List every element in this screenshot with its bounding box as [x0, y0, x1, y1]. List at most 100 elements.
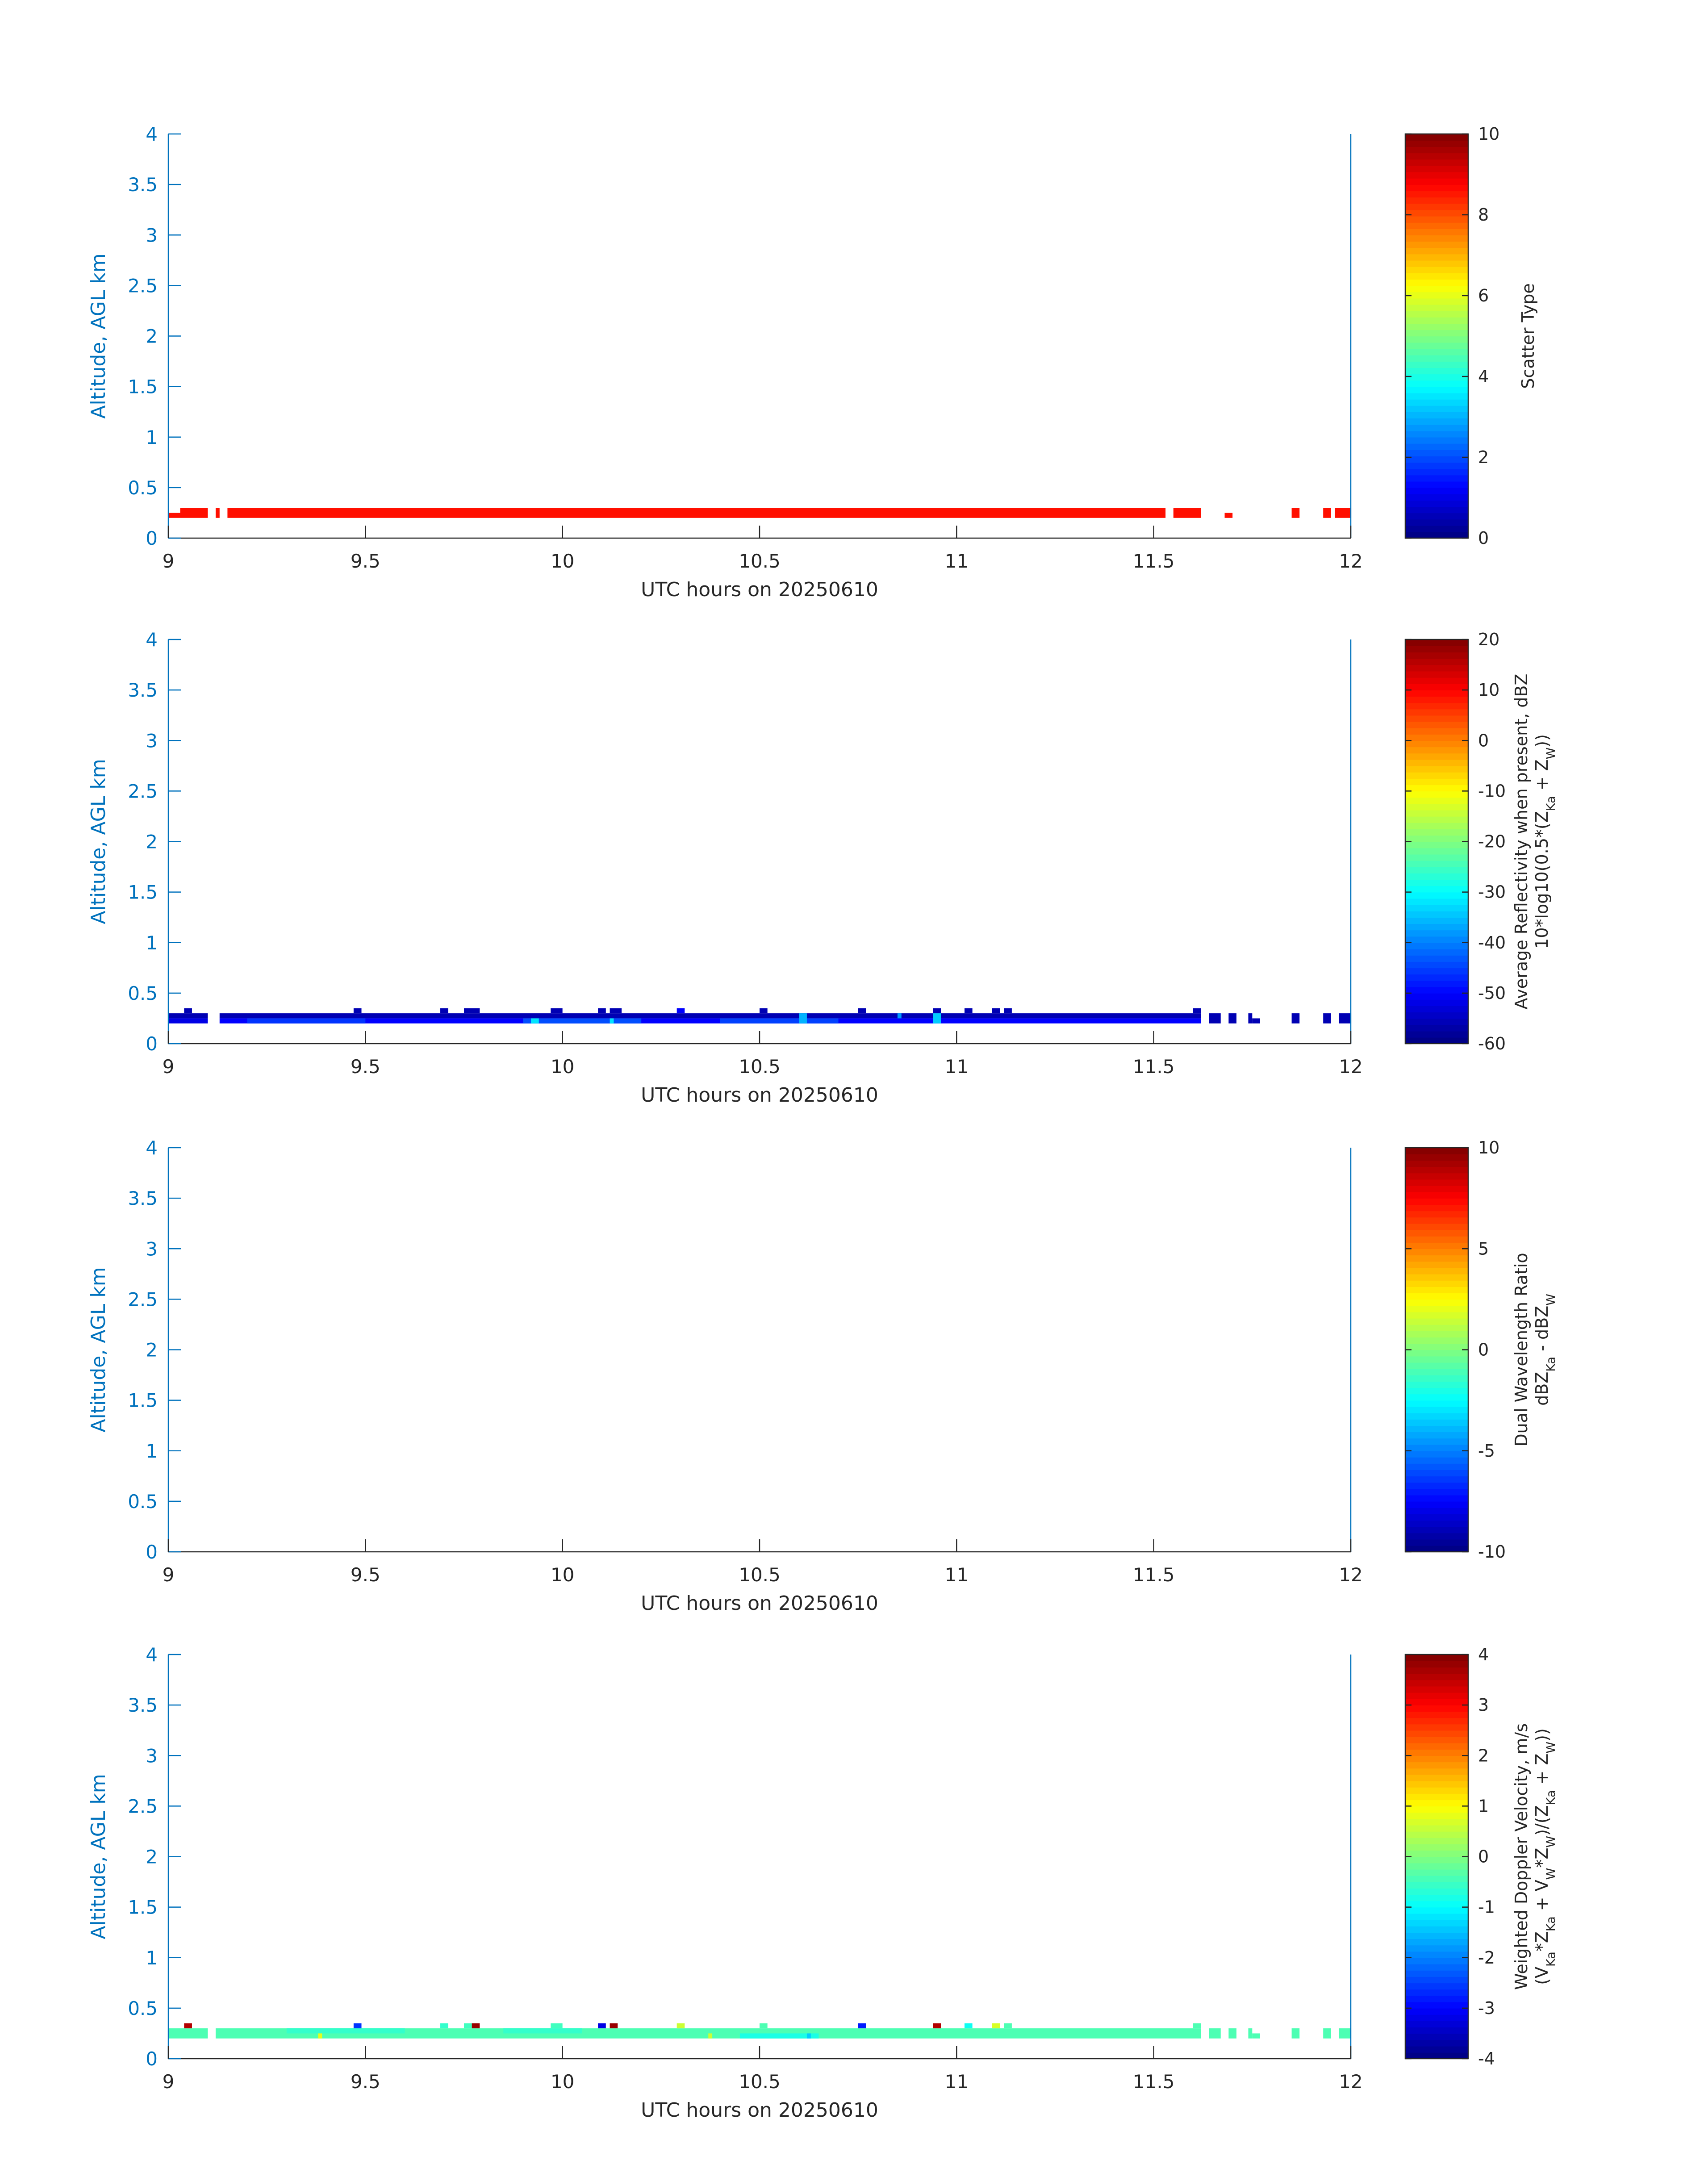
colorbar-swatch [1405, 247, 1468, 255]
colorbar-swatch [1405, 1457, 1468, 1464]
colorbar-swatch [1405, 848, 1468, 855]
colorbar-swatch [1405, 765, 1468, 773]
colorbar-swatch [1405, 999, 1468, 1006]
heatmap-cells [168, 508, 1351, 518]
colorbar-swatch [1405, 481, 1468, 488]
heatmap-cell-23 [1193, 2023, 1201, 2029]
colorbar-swatch [1405, 468, 1468, 476]
colorbar-swatch [1405, 1419, 1468, 1426]
colorbar-swatch [1405, 1482, 1468, 1489]
heatmap-cell-0 [168, 1013, 208, 1019]
colorbar-swatch [1405, 1018, 1468, 1025]
colorbar-swatch [1405, 1932, 1468, 1939]
heatmap-cell-26 [1248, 2028, 1253, 2039]
heatmap-cell-8 [184, 2023, 192, 2029]
heatmap-cell-10 [440, 2023, 448, 2029]
y-tick-label: 3.5 [128, 679, 158, 701]
colorbar-swatch [1405, 879, 1468, 886]
colorbar-swatch [1405, 1185, 1468, 1192]
heatmap-cell-30 [1339, 2028, 1351, 2039]
colorbar-swatch [1405, 942, 1468, 949]
heatmap-cell-6 [720, 1018, 839, 1024]
heatmap-cell-29 [1323, 2028, 1331, 2039]
colorbar-tick-label: 5 [1478, 1239, 1489, 1258]
x-tick-label: 11 [945, 2071, 969, 2093]
colorbar-swatch [1405, 235, 1468, 242]
plot-area [168, 1655, 1351, 2059]
colorbar-swatch [1405, 531, 1468, 539]
x-tick-label: 9.5 [351, 550, 380, 572]
colorbar-tick-label: 3 [1478, 1695, 1489, 1715]
heatmap-cell-31 [1291, 1013, 1300, 1024]
colorbar-swatch [1405, 1412, 1468, 1420]
colorbar-tick-label: -1 [1478, 1897, 1495, 1917]
colorbar-swatch [1405, 298, 1468, 305]
colorbar-tick-label: 0 [1478, 731, 1489, 750]
colorbar-swatch [1405, 506, 1468, 514]
heatmap-cell-15 [610, 2023, 618, 2029]
colorbar-swatch [1405, 1939, 1468, 1946]
colorbar-swatch [1405, 153, 1468, 160]
heatmap-cell-8 [353, 1008, 362, 1014]
colorbar-swatch [1405, 1667, 1468, 1674]
colorbar-swatch [1405, 1255, 1468, 1262]
heatmap-cell-32 [1323, 1013, 1331, 1024]
colorbar-swatch [1405, 747, 1468, 754]
y-tick-label: 2.5 [128, 275, 158, 297]
y-tick-label: 3.5 [128, 1694, 158, 1716]
colorbar-swatch [1405, 1806, 1468, 1813]
colorbar-swatch [1405, 1545, 1468, 1552]
y-tick-label: 1.5 [128, 1390, 158, 1412]
colorbar-swatch [1405, 1844, 1468, 1851]
heatmap-cell-21 [1193, 1008, 1201, 1014]
colorbar-swatch [1405, 2014, 1468, 2021]
heatmap-cell-1 [168, 1018, 208, 1024]
y-tick-label: 0.5 [128, 477, 158, 499]
colorbar-swatch [1405, 1970, 1468, 1977]
colorbar-swatch [1405, 923, 1468, 931]
x-axis-label: UTC hours on 20250610 [641, 2099, 878, 2122]
colorbar-swatch [1405, 911, 1468, 918]
colorbar-swatch [1405, 892, 1468, 899]
heatmap-cell-22 [531, 1018, 539, 1024]
colorbar-swatch [1405, 1204, 1468, 1212]
colorbar-swatch [1405, 1501, 1468, 1508]
colorbar-swatch [1405, 1730, 1468, 1737]
colorbar-swatch [1405, 1362, 1468, 1369]
colorbar-swatch [1405, 2052, 1468, 2059]
colorbar-swatch [1405, 1324, 1468, 1331]
colorbar-swatch [1405, 740, 1468, 748]
colorbar-swatch [1405, 1856, 1468, 1864]
colorbar-swatch [1405, 1229, 1468, 1237]
colorbar-swatch [1405, 1191, 1468, 1199]
colorbar-tick-label: 20 [1478, 630, 1499, 649]
colorbar-label-line-2: dBZKa - dBZW [1532, 1294, 1558, 1406]
colorbar-swatch [1405, 1305, 1468, 1312]
colorbar-swatch [1405, 1717, 1468, 1725]
heatmap-cell-11 [464, 2023, 472, 2029]
heatmap-cell-23 [610, 1018, 614, 1024]
y-tick-label: 4 [146, 1644, 158, 1666]
colorbar-swatch [1405, 1293, 1468, 1300]
colorbar-swatch [1405, 418, 1468, 425]
colorbar-swatch [1405, 1673, 1468, 1680]
x-tick-label: 12 [1339, 2071, 1362, 2093]
heatmap-cell-24 [1209, 2028, 1221, 2039]
colorbar-swatch [1405, 1438, 1468, 1445]
colorbar-swatch [1405, 197, 1468, 204]
colorbar-swatch [1405, 1148, 1468, 1154]
colorbar-swatch [1405, 1705, 1468, 1712]
heatmap-cell-3 [503, 2028, 582, 2034]
colorbar-swatch [1405, 955, 1468, 962]
colorbar-swatch [1405, 1031, 1468, 1038]
y-tick-label: 1.5 [128, 1897, 158, 1918]
colorbar-swatch [1405, 1964, 1468, 1971]
colorbar-swatch [1405, 2021, 1468, 2028]
colorbar-swatch [1405, 342, 1468, 349]
heatmap-cell-7 [1323, 508, 1331, 518]
colorbar-swatch [1405, 1249, 1468, 1256]
colorbar-swatch [1405, 475, 1468, 482]
x-tick-label: 9.5 [351, 2071, 380, 2093]
colorbar-swatch [1405, 355, 1468, 362]
